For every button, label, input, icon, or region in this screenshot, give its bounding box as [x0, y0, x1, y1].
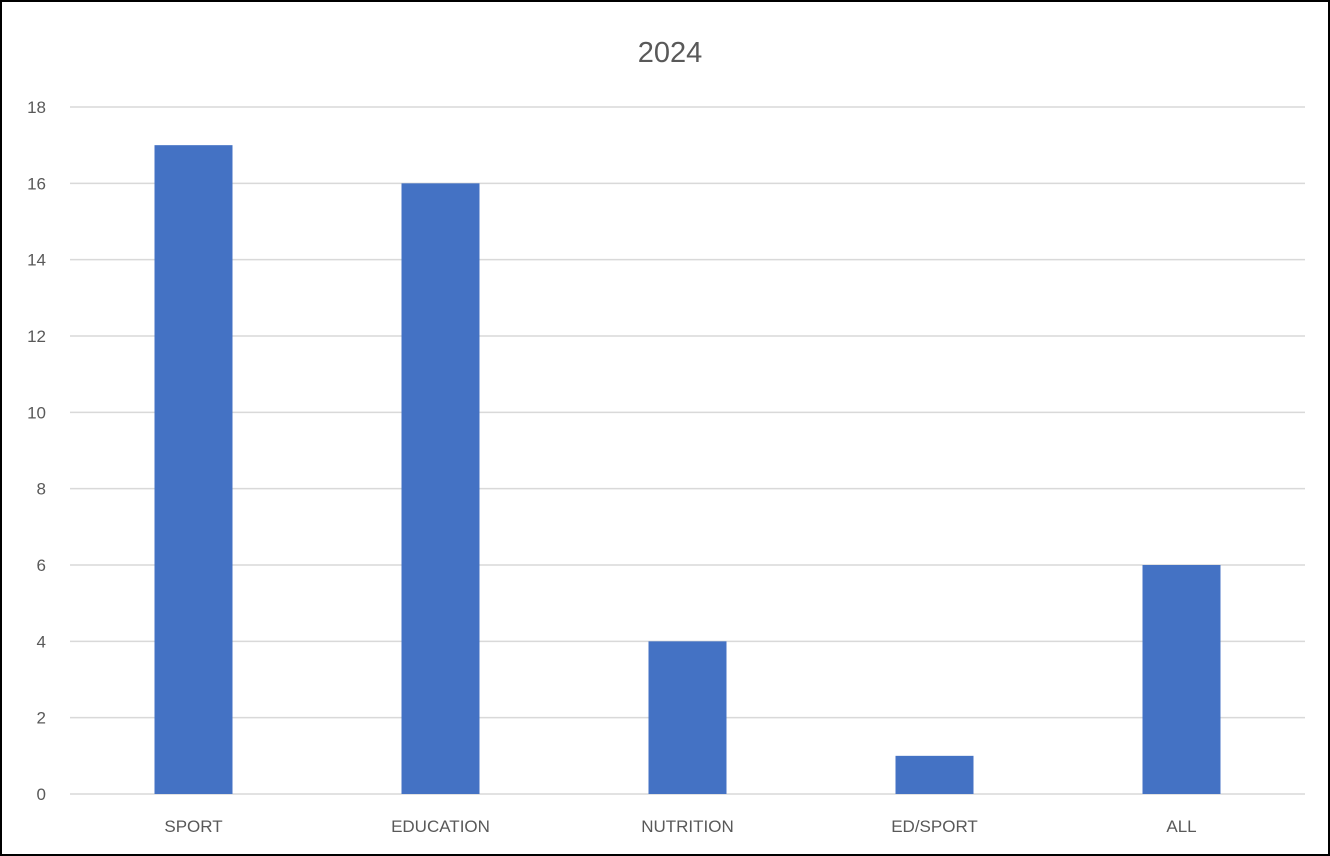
y-tick-label: 2 [37, 709, 46, 728]
x-tick-label: EDUCATION [391, 817, 490, 836]
chart-title: 2024 [638, 37, 703, 69]
gridlines [70, 106, 1305, 795]
bar-education [401, 183, 480, 795]
x-tick-label: NUTRITION [641, 817, 734, 836]
x-axis-ticks: SPORT EDUCATION NUTRITION ED/SPORT ALL [164, 817, 1196, 836]
y-tick-label: 16 [27, 174, 46, 193]
x-tick-label: SPORT [164, 817, 222, 836]
y-tick-label: 12 [27, 327, 46, 346]
x-tick-label: ED/SPORT [891, 817, 978, 836]
y-tick-label: 18 [27, 98, 46, 117]
y-tick-label: 10 [27, 403, 46, 422]
bars [154, 145, 1221, 795]
y-tick-label: 6 [37, 556, 46, 575]
bar-ed-sport [895, 755, 974, 794]
y-tick-label: 4 [37, 632, 46, 651]
bar-sport [154, 145, 233, 794]
y-tick-label: 8 [37, 480, 46, 499]
y-axis-ticks: 0 2 4 6 8 10 12 14 16 18 [27, 98, 46, 804]
y-tick-label: 0 [37, 785, 46, 804]
x-tick-label: ALL [1166, 817, 1196, 836]
bar-nutrition [648, 641, 727, 794]
bar-all [1142, 565, 1221, 794]
y-tick-label: 14 [27, 251, 46, 270]
